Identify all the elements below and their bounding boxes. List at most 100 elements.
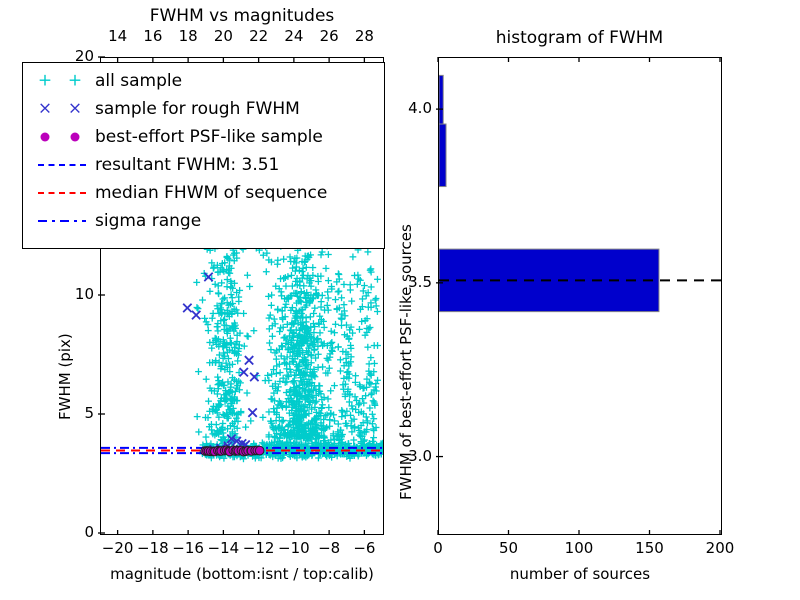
scatter-point-plus xyxy=(317,251,325,259)
scatter-point-plus xyxy=(307,323,315,331)
scatter-title: FWHM vs magnitudes xyxy=(149,6,335,26)
scatter-point-plus xyxy=(310,366,318,373)
scatter-point-plus xyxy=(280,334,288,342)
scatter-point-plus xyxy=(221,366,229,373)
scatter-point-plus xyxy=(259,251,267,259)
scatter-point-plus xyxy=(324,369,332,377)
scatter-point-plus xyxy=(374,308,381,315)
scatter-point-plus xyxy=(367,380,375,388)
scatter-point-plus xyxy=(318,404,326,412)
scatter-point-plus xyxy=(310,320,317,327)
scatter-point-plus xyxy=(312,286,320,294)
legend-rows: + + all sample × × sample for rough FWHM best-… xyxy=(29,67,384,235)
scatter-point-plus xyxy=(211,431,219,439)
scatter-point-plus xyxy=(227,277,235,285)
scatter-point-plus xyxy=(312,435,320,443)
scatter-point-plus xyxy=(295,307,303,315)
legend-item-2[interactable]: best-effort PSF-like sample xyxy=(29,123,384,151)
scatter-point-plus xyxy=(267,395,275,403)
scatter-point-plus xyxy=(294,431,302,438)
scatter-point-plus xyxy=(321,306,328,314)
scatter-point-plus xyxy=(312,385,320,393)
scatter-point-plus xyxy=(267,301,275,309)
scatter-point-plus xyxy=(316,329,324,337)
scatter-point-plus xyxy=(209,310,217,317)
hist-x-tick-label: 100 xyxy=(564,539,594,557)
scatter-point-plus xyxy=(286,430,294,438)
scatter-point-cross xyxy=(203,272,214,282)
scatter-point-plus xyxy=(214,282,222,290)
scatter-point-plus xyxy=(327,410,335,417)
scatter-point-plus xyxy=(346,454,354,462)
legend-item-4[interactable]: median FHWM of sequence xyxy=(29,179,384,207)
scatter-point-plus xyxy=(215,335,222,343)
legend-item-5[interactable]: sigma range xyxy=(29,207,384,235)
scatter-point-plus xyxy=(298,258,306,265)
dashed-line-icon xyxy=(29,179,95,207)
scatter-point-plus xyxy=(223,253,231,260)
scatter-point-plus xyxy=(270,366,277,374)
scatter-point-plus xyxy=(233,433,241,441)
scatter-point-plus xyxy=(284,423,292,430)
scatter-point-plus xyxy=(213,409,221,417)
scatter-point-plus xyxy=(294,336,302,344)
scatter-point-plus xyxy=(326,353,334,361)
scatter-point-plus xyxy=(371,401,379,409)
scatter-point-plus xyxy=(279,323,287,331)
scatter-point-plus xyxy=(227,300,235,308)
scatter-point-plus xyxy=(265,256,273,264)
scatter-point-plus xyxy=(334,343,342,351)
scatter-point-plus xyxy=(324,251,332,258)
scatter-point-plus xyxy=(289,264,296,272)
scatter-point-plus xyxy=(228,294,236,302)
scatter-point-plus xyxy=(286,386,294,394)
scatter-point-plus xyxy=(219,426,226,434)
legend-item-1[interactable]: × × sample for rough FWHM xyxy=(29,95,384,123)
scatter-point-plus xyxy=(229,430,236,438)
scatter-point-cross xyxy=(238,367,249,377)
scatter-point-plus xyxy=(293,281,301,289)
scatter-point-cross xyxy=(226,433,237,444)
scatter-point-plus xyxy=(220,382,228,389)
legend-item-3[interactable]: resultant FWHM: 3.51 xyxy=(29,151,384,179)
scatter-point-plus xyxy=(227,291,235,298)
scatter-point-plus xyxy=(290,320,298,327)
scatter-point-plus xyxy=(356,381,364,389)
scatter-point-plus xyxy=(324,288,332,296)
scatter-point-plus xyxy=(342,355,350,362)
scatter-point-plus xyxy=(360,384,368,392)
top-tick-label: 20 xyxy=(213,27,233,45)
scatter-point-plus xyxy=(199,296,206,304)
scatter-point-plus xyxy=(304,350,312,358)
scatter-point-plus xyxy=(276,378,284,385)
scatter-point-plus xyxy=(358,303,366,311)
scatter-point-plus xyxy=(323,424,331,431)
scatter-point-plus xyxy=(341,442,349,450)
scatter-point-plus xyxy=(306,313,314,321)
top-tick-label: 14 xyxy=(108,27,128,45)
scatter-point-plus xyxy=(335,287,343,295)
scatter-point-plus xyxy=(311,399,319,407)
scatter-point-plus xyxy=(297,369,305,377)
scatter-point-plus xyxy=(298,393,306,400)
scatter-point-plus xyxy=(208,344,216,352)
left-tick-label: 5 xyxy=(84,404,94,422)
scatter-point-plus xyxy=(265,292,272,300)
scatter-point-plus xyxy=(221,394,229,402)
scatter-point-plus xyxy=(282,282,290,290)
scatter-point-plus xyxy=(311,323,318,330)
scatter-point-plus xyxy=(370,434,378,442)
scatter-point-plus xyxy=(335,304,343,312)
scatter-point-plus xyxy=(314,292,322,300)
scatter-point-plus xyxy=(220,321,228,329)
legend-item-0[interactable]: + + all sample xyxy=(29,67,384,95)
scatter-point-plus xyxy=(317,338,325,346)
scatter-point-plus xyxy=(350,436,358,444)
scatter-point-plus xyxy=(244,333,252,340)
scatter-point-plus xyxy=(233,384,241,392)
scatter-point-plus xyxy=(231,388,239,395)
dashed-line-icon xyxy=(38,164,86,166)
scatter-point-plus xyxy=(355,275,363,283)
scatter-point-plus xyxy=(367,371,375,379)
scatter-point-plus xyxy=(267,346,275,354)
